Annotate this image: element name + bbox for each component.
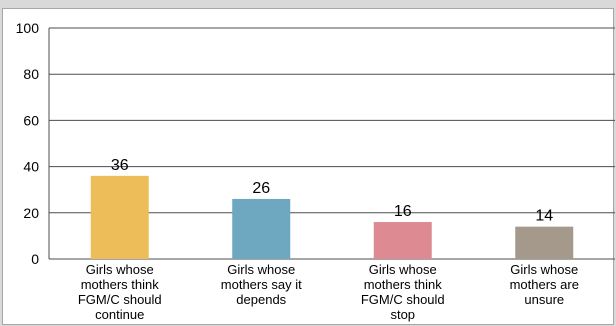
bar [232,198,291,259]
bars [90,175,574,259]
y-tick-label: 60 [23,112,39,128]
y-tick-label: 100 [16,20,40,36]
y-tick-label: 0 [31,251,39,267]
data-label: 14 [535,208,553,225]
x-tick-label: Girls whose mothers say it depends [221,262,302,307]
x-tick-label: Girls whose mothers think FGM/C should cont… [78,262,162,322]
y-tick-label: 40 [23,159,39,175]
y-axis-ticks: 0 20 40 60 80 100 [16,20,40,267]
category-labels: Girls whose mothers think FGM/C should cont… [78,262,579,322]
bar [373,222,432,259]
y-tick-label: 80 [23,66,39,82]
bar [515,226,574,259]
data-label: 16 [394,203,412,220]
x-tick-label: Girls whose mothers are unsure [510,262,579,307]
x-tick-label: Girls whose mothers think FGM/C should stop [361,262,445,322]
chart-frame: 0 20 40 60 80 100 36 26 16 14 Girls whose mothers… [2,8,615,325]
data-labels: 36 26 16 14 [111,157,553,225]
y-tick-label: 20 [23,205,39,221]
bar-chart: 0 20 40 60 80 100 36 26 16 14 Girls whose mothers… [16,20,615,322]
data-label: 36 [111,157,129,174]
data-label: 26 [252,180,270,197]
bar [90,175,149,259]
